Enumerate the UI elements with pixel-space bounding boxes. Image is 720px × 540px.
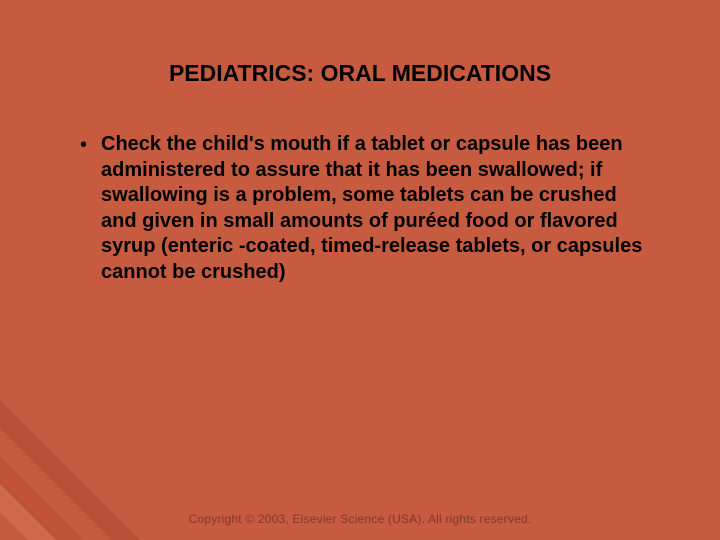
slide-title: PEDIATRICS: ORAL MEDICATIONS xyxy=(70,60,650,87)
slide: PEDIATRICS: ORAL MEDICATIONS • Check the… xyxy=(0,0,720,540)
copyright-footer: Copyright © 2003, Elsevier Science (USA)… xyxy=(0,512,720,526)
bullet-item: • Check the child's mouth if a tablet or… xyxy=(80,132,650,286)
bullet-marker-icon: • xyxy=(80,132,87,158)
bullet-text: Check the child's mouth if a tablet or c… xyxy=(101,132,650,286)
slide-body: • Check the child's mouth if a tablet or… xyxy=(70,132,650,286)
